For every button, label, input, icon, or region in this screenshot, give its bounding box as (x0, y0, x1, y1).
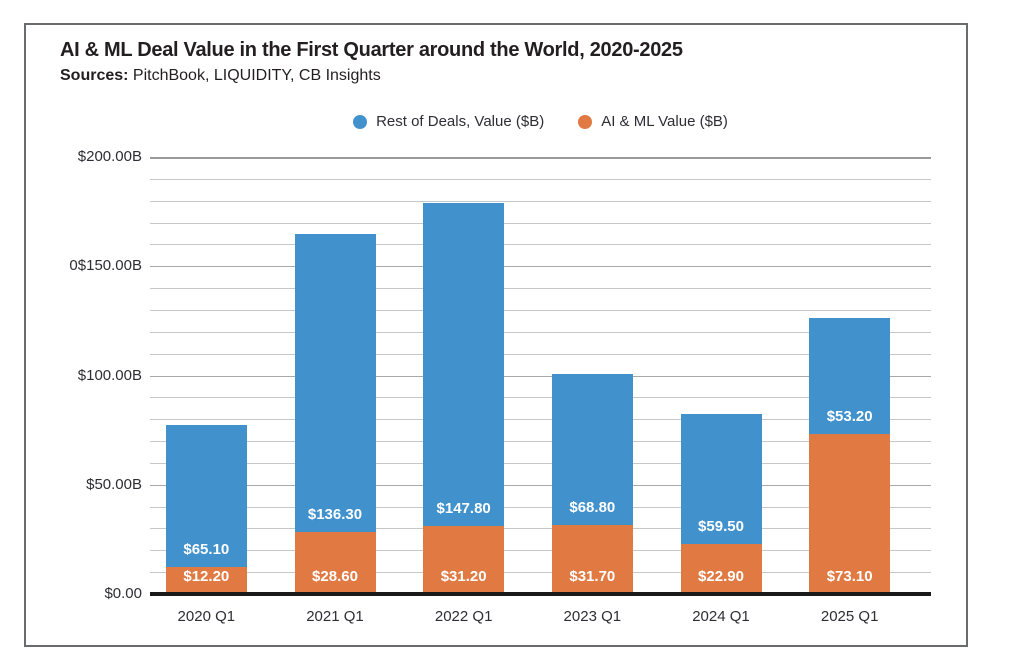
x-axis-tick-label: 2024 Q1 (692, 608, 750, 625)
gridline (150, 353, 931, 355)
chart-legend: Rest of Deals, Value ($B) AI & ML Value … (150, 113, 931, 130)
y-axis-tick-label: $200.00B (77, 148, 142, 165)
bar-value-label: $31.70 (569, 567, 616, 585)
legend-item-ai-ml: AI & ML Value ($B) (578, 113, 728, 130)
legend-item-rest-of-deals: Rest of Deals, Value ($B) (353, 113, 544, 130)
chart-sources: Sources: PitchBook, LIQUIDITY, CB Insigh… (60, 67, 381, 85)
gridline (150, 222, 931, 224)
bar-segment: $65.10 (165, 425, 247, 568)
gridline (150, 157, 931, 159)
gridline (150, 178, 931, 180)
gridline (150, 419, 931, 421)
x-axis-tick-label: 2022 Q1 (434, 608, 493, 625)
bar-segment: $59.50 (680, 413, 762, 544)
sources-text: PitchBook, LIQUIDITY, CB Insights (128, 67, 381, 84)
bar-value-label: $12.20 (183, 567, 230, 585)
gridline (150, 266, 931, 268)
gridline (150, 309, 931, 311)
y-axis-tick-label: $0.00 (104, 585, 142, 602)
gridline (150, 550, 931, 552)
bar-value-label: $28.60 (312, 567, 358, 585)
bar-value-label: $147.80 (436, 499, 491, 517)
bar-value-label: $31.20 (440, 567, 487, 585)
sources-label: Sources: (60, 67, 129, 84)
bar-segment: $147.80 (423, 202, 505, 526)
x-axis-tick-label: 2020 Q1 (177, 608, 236, 625)
legend-dot-orange-icon (578, 114, 593, 129)
chart-title: AI & ML Deal Value in the First Quarter … (60, 39, 683, 61)
x-axis-line (150, 592, 931, 596)
bar-value-label: $136.30 (307, 505, 363, 523)
gridline (150, 244, 931, 246)
y-axis-tick-label: 0$150.00B (69, 257, 142, 275)
gridline (150, 506, 931, 508)
gridline (150, 441, 931, 443)
legend-label-rest-of-deals: Rest of Deals, Value ($B) (376, 113, 545, 130)
bar-segment: $68.80 (551, 374, 633, 525)
x-axis-tick-label: 2021 Q1 (306, 608, 364, 625)
bar-value-label: $68.80 (569, 498, 616, 516)
bar-segment: $136.30 (294, 233, 376, 532)
x-axis-tick-label: 2023 Q1 (563, 608, 622, 625)
bar-segment: $28.60 (294, 531, 376, 594)
bar-value-label: $59.50 (698, 517, 744, 535)
bar-segment: $53.20 (809, 318, 891, 435)
gridline (150, 572, 931, 574)
bar-segment: $31.70 (551, 524, 633, 594)
gridline (150, 375, 931, 377)
bar-segment: $12.20 (165, 567, 247, 594)
x-axis-tick-label: 2025 Q1 (820, 608, 879, 625)
legend-dot-blue-icon (353, 114, 368, 129)
bar-segment: $73.10 (809, 434, 891, 594)
y-axis-tick-label: $100.00B (77, 366, 142, 384)
gridline (150, 288, 931, 290)
chart-frame: AI & ML Deal Value in the First Quarter … (24, 23, 968, 647)
gridline (150, 397, 931, 399)
bar-segment: $31.20 (423, 525, 505, 594)
gridline (150, 484, 931, 486)
y-axis-tick-label: $50.00B (86, 475, 142, 493)
bar-segment: $22.90 (680, 543, 762, 594)
gridline (150, 331, 931, 333)
legend-label-ai-ml: AI & ML Value ($B) (601, 113, 728, 130)
bar-value-label: $65.10 (183, 541, 230, 559)
bar-value-label: $73.10 (826, 567, 873, 585)
bar-value-label: $22.90 (698, 567, 744, 585)
gridline (150, 462, 931, 464)
gridline (150, 200, 931, 202)
bar-value-label: $53.20 (826, 408, 873, 426)
gridline (150, 528, 931, 530)
